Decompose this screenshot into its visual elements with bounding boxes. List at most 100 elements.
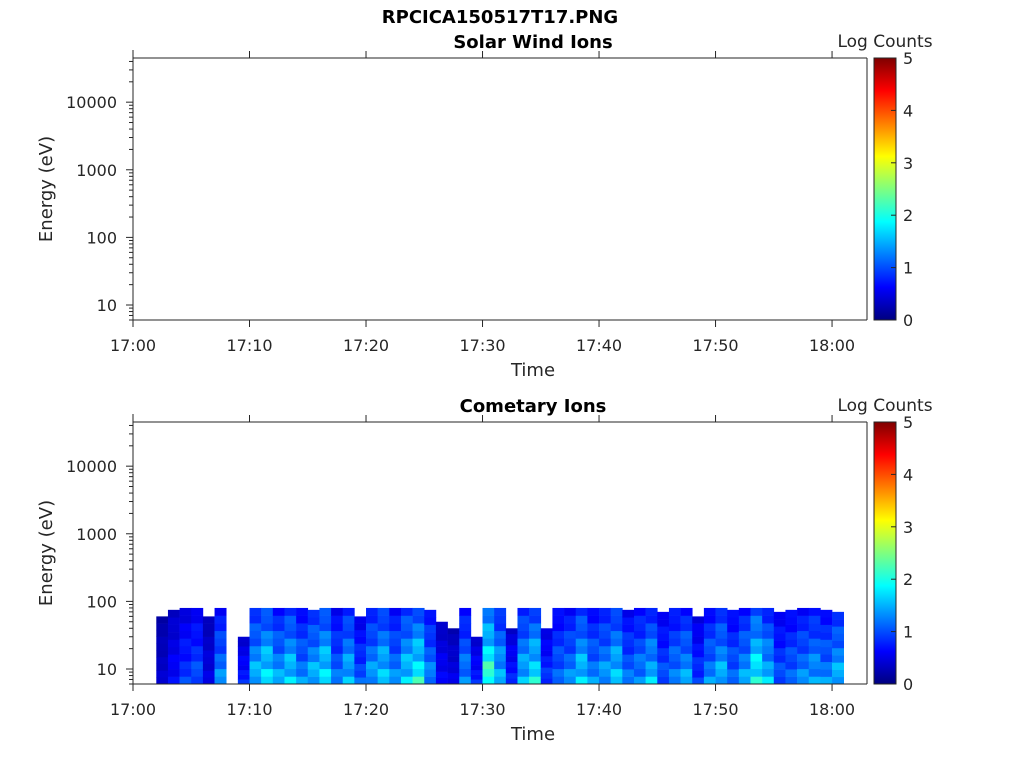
- heatmap-cell: [832, 669, 844, 678]
- heatmap-cell: [505, 639, 518, 646]
- heatmap-cell: [191, 615, 204, 624]
- heatmap-cell: [424, 632, 437, 640]
- heatmap-cell: [773, 640, 786, 649]
- heatmap-cell: [284, 623, 297, 632]
- heatmap-cell: [272, 645, 285, 654]
- heatmap-cell: [412, 676, 425, 685]
- colorbar-tick-label: 1: [903, 259, 913, 278]
- heatmap-cell: [354, 656, 367, 665]
- heatmap-cell: [587, 615, 600, 624]
- heatmap-cell: [470, 655, 483, 661]
- heatmap-cell: [797, 615, 810, 624]
- heatmap-cell: [529, 630, 542, 639]
- heatmap-cell: [470, 674, 483, 680]
- heatmap-cell: [633, 638, 646, 647]
- heatmap-cell: [296, 676, 309, 685]
- heatmap-cell: [785, 654, 798, 663]
- heatmap-cell: [680, 661, 693, 670]
- heatmap-cell: [156, 663, 169, 671]
- heatmap-cell: [366, 653, 378, 662]
- heatmap-cell: [249, 676, 262, 685]
- heatmap-cell: [459, 676, 472, 685]
- heatmap-cell: [750, 676, 763, 685]
- heatmap-cell: [540, 667, 553, 674]
- heatmap-cell: [424, 609, 437, 618]
- colorbar-tick-label: 4: [903, 465, 913, 484]
- heatmap-cell: [261, 668, 274, 677]
- colorbar-tick-label: 2: [903, 570, 913, 589]
- x-tick-label: 17:20: [343, 700, 389, 719]
- heatmap-cell: [435, 627, 448, 635]
- x-tick-label: 17:30: [459, 700, 505, 719]
- heatmap-cell: [610, 623, 623, 632]
- heatmap-cell: [284, 607, 297, 616]
- heatmap-cell: [459, 615, 472, 624]
- heatmap-cell: [820, 624, 833, 633]
- heatmap-cell: [797, 668, 810, 677]
- heatmap-cell: [808, 630, 821, 639]
- heatmap-cell: [459, 638, 472, 647]
- heatmap-cell: [575, 638, 588, 647]
- heatmap-cell: [657, 611, 670, 620]
- heatmap-cell: [564, 676, 577, 685]
- heatmap-cell: [750, 668, 763, 677]
- heatmap-cell: [785, 669, 798, 677]
- heatmap-cell: [447, 650, 460, 657]
- heatmap-cell: [377, 630, 390, 639]
- heatmap-cell: [342, 653, 355, 662]
- heatmap-cell: [645, 676, 658, 685]
- heatmap-cell: [366, 623, 378, 632]
- heatmap-cell: [820, 661, 833, 670]
- heatmap-cell: [505, 628, 518, 635]
- heatmap-cell: [599, 615, 611, 624]
- heatmap-cell: [552, 615, 565, 624]
- x-tick-label: 17:10: [226, 336, 272, 355]
- heatmap-cell: [564, 668, 577, 677]
- heatmap-cell: [750, 630, 763, 639]
- heatmap-cell: [564, 630, 577, 639]
- heatmap-cell: [272, 630, 285, 639]
- heatmap-cell: [214, 676, 227, 685]
- heatmap-cell: [692, 677, 705, 685]
- heatmap-cell: [167, 646, 180, 655]
- heatmap-cell: [202, 643, 215, 651]
- heatmap-cell: [319, 630, 332, 639]
- heatmap-cell: [517, 638, 530, 647]
- heatmap-cell: [470, 646, 483, 652]
- heatmap-cell: [622, 639, 635, 648]
- heatmap-cell: [354, 629, 367, 637]
- heatmap-cell: [424, 676, 437, 685]
- heatmap-cell: [517, 668, 530, 677]
- heatmap-cell: [470, 669, 483, 675]
- y-tick-label: 10000: [66, 457, 117, 476]
- heatmap-cell: [459, 653, 472, 662]
- heatmap-cell: [482, 615, 495, 624]
- heatmap-cell: [727, 624, 740, 633]
- heatmap-cell: [564, 645, 577, 654]
- heatmap-cell: [400, 607, 413, 616]
- heatmap-cell: [529, 661, 542, 670]
- heatmap-cell: [773, 611, 786, 620]
- heatmap-cell: [645, 623, 658, 632]
- heatmap-cell: [261, 638, 274, 647]
- panel-title: Solar Wind Ions: [453, 32, 612, 53]
- heatmap-cell: [412, 630, 425, 639]
- heatmap-cell: [354, 623, 367, 631]
- heatmap-cell: [342, 615, 355, 624]
- heatmap-cell: [261, 653, 274, 662]
- heatmap-cell: [564, 607, 577, 616]
- heatmap-cell: [494, 645, 507, 654]
- heatmap-cell: [668, 676, 681, 685]
- x-tick-label: 17:20: [343, 336, 389, 355]
- heatmap-cell: [820, 676, 833, 685]
- heatmap-cell: [179, 653, 192, 662]
- heatmap-cell: [296, 623, 309, 632]
- heatmap-cell: [389, 623, 402, 632]
- heatmap-cell: [645, 668, 658, 677]
- heatmap-cell: [762, 615, 775, 624]
- heatmap-cell: [377, 668, 390, 677]
- x-tick-label: 17:40: [576, 336, 622, 355]
- heatmap-cell: [272, 623, 285, 632]
- colorbar-tick-label: 0: [903, 675, 913, 694]
- heatmap-cell: [447, 656, 460, 663]
